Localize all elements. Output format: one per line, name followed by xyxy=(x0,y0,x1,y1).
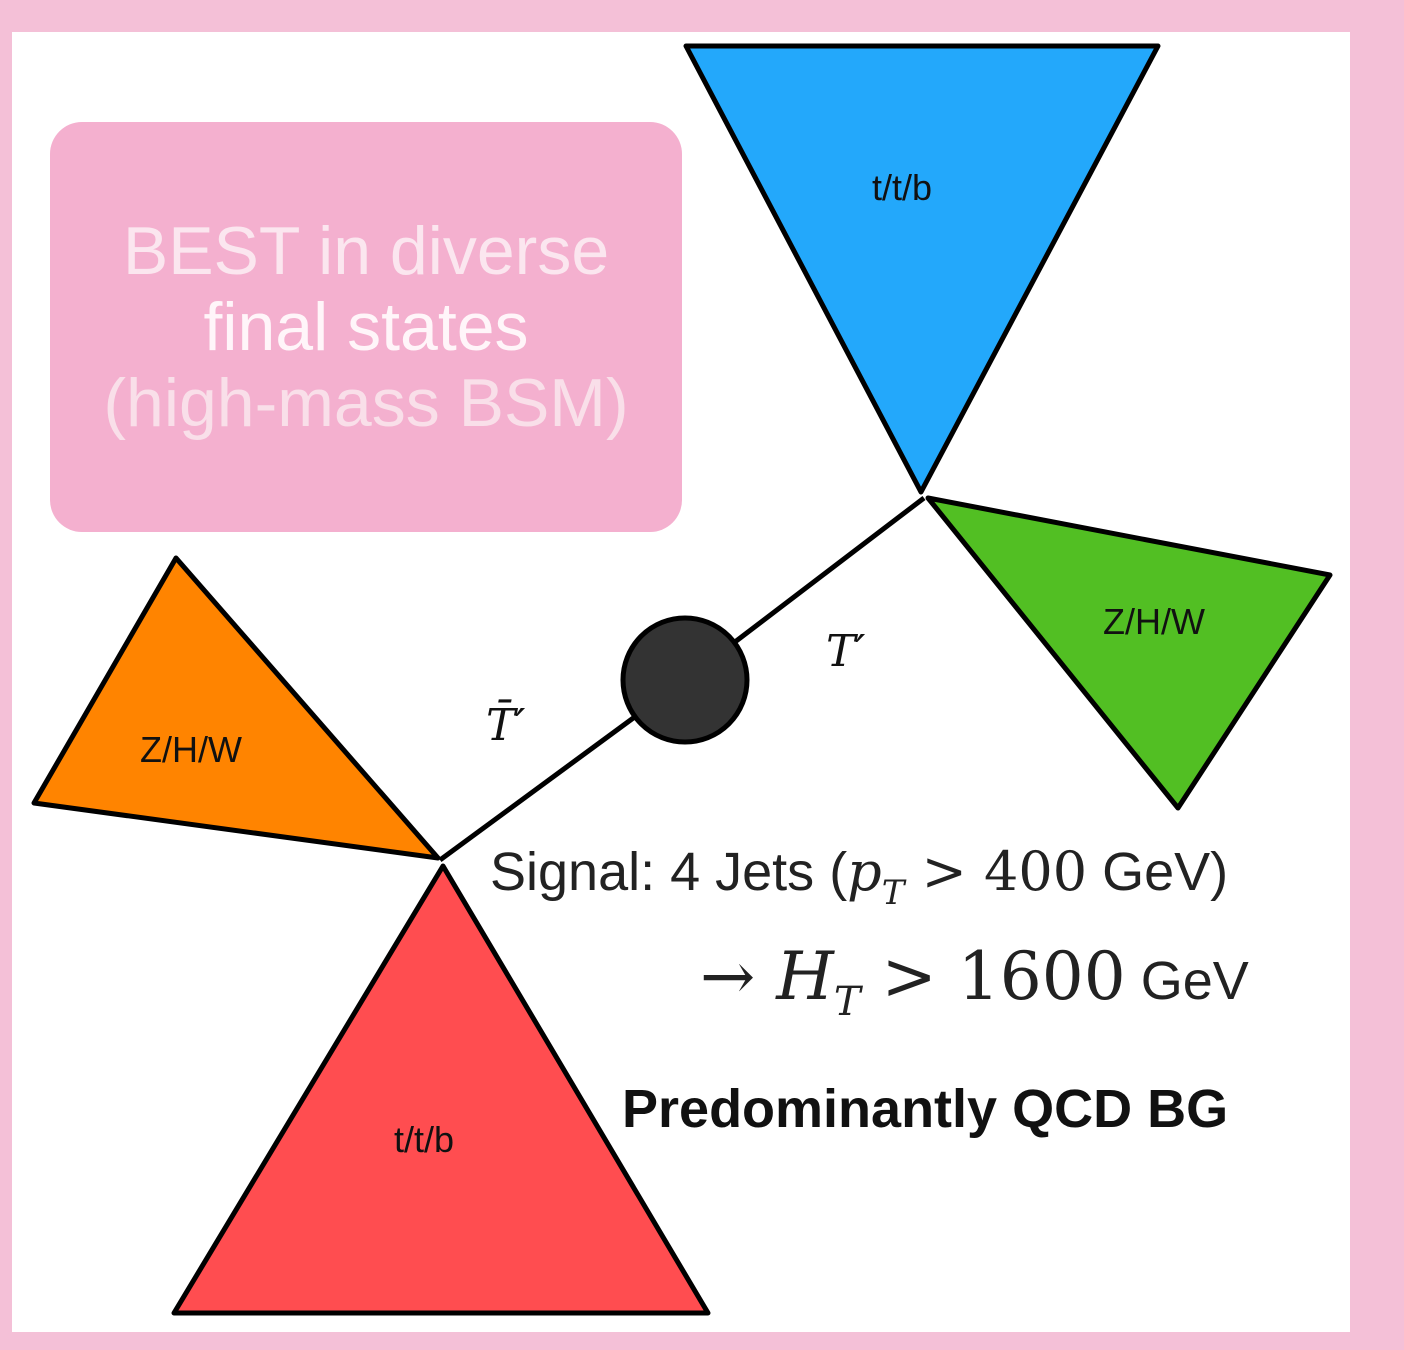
pt-gt: > xyxy=(904,840,985,903)
production-vertex xyxy=(620,615,750,745)
ht-gt: > xyxy=(860,938,958,1015)
pt-value: 400 xyxy=(984,840,1088,903)
signal-description: Signal: 4 Jets (pT > 400 GeV) xyxy=(490,840,1340,913)
jet-label-right: Z/H/W xyxy=(1103,601,1205,642)
title-box: BEST in diverse final states (high-mass … xyxy=(50,122,682,532)
title-line-1: BEST in diverse xyxy=(122,213,610,289)
ht-arrow: → xyxy=(700,938,777,1015)
jet-label-top: t/t/b xyxy=(872,167,932,208)
signal-suffix: GeV) xyxy=(1087,842,1229,902)
frame-corner xyxy=(1344,0,1404,120)
title-line-3: (high-mass BSM) xyxy=(103,365,629,441)
jet-label-bottom: t/t/b xyxy=(394,1119,454,1160)
ht-symbol: H xyxy=(776,938,834,1015)
background-note: Predominantly QCD BG xyxy=(622,1079,1229,1139)
ht-subscript: T xyxy=(833,979,861,1025)
jet-cone-red xyxy=(171,863,711,1316)
ht-value: 1600 xyxy=(957,938,1126,1015)
particle-label-t-prime-bar: T̄′ xyxy=(486,698,525,751)
ht-unit: GeV xyxy=(1125,951,1249,1011)
jet-cone-green xyxy=(925,495,1333,811)
title-line-2: final states xyxy=(203,289,529,365)
jet-cone-orange xyxy=(31,555,441,861)
pt-subscript: T xyxy=(881,873,905,913)
signal-prefix: Signal: 4 Jets ( xyxy=(490,842,848,902)
ht-cut: → HT > 1600 GeV xyxy=(700,938,1249,1025)
particle-label-t-prime: T′ xyxy=(826,626,865,677)
pt-symbol: p xyxy=(847,840,882,903)
jet-cone-blue xyxy=(683,43,1161,495)
jet-label-left: Z/H/W xyxy=(140,729,242,770)
